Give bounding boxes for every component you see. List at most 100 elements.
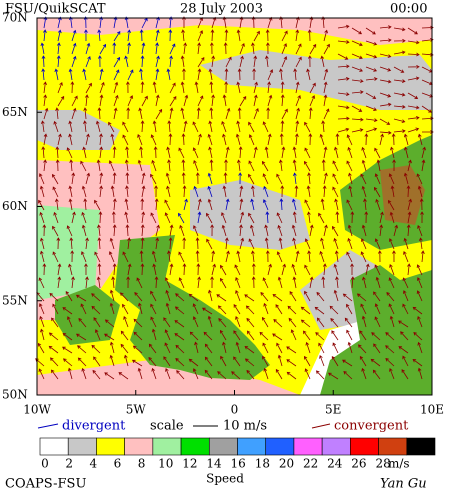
- wind-arrow: [253, 30, 260, 42]
- wind-arrow: [236, 81, 241, 94]
- wind-arrow: [239, 198, 244, 211]
- wind-arrow: [97, 107, 102, 120]
- wind-arrow: [97, 29, 102, 42]
- wind-arrow: [343, 370, 353, 380]
- wind-arrow: [374, 264, 381, 276]
- wind-arrow: [238, 172, 243, 185]
- wind-arrow: [303, 330, 311, 341]
- wind-arrow: [210, 224, 214, 237]
- wind-arrow: [361, 224, 367, 237]
- wind-arrow: [193, 185, 199, 198]
- wind-arrow: [169, 224, 174, 237]
- wind-arrow: [93, 356, 101, 367]
- wind-arrow: [133, 318, 143, 328]
- wind-arrow: [151, 367, 157, 380]
- wind-arrow: [323, 172, 328, 185]
- wind-arrow: [235, 133, 241, 146]
- wind-arrow: [68, 198, 73, 211]
- wind-arrow: [393, 118, 406, 124]
- wind-arrow: [225, 198, 230, 211]
- wind-arrow: [42, 224, 47, 237]
- wind-arrow: [207, 198, 213, 211]
- colorbar-label: 16: [231, 457, 246, 471]
- wind-arrow: [94, 199, 101, 211]
- wind-arrow: [295, 56, 302, 68]
- wind-arrow: [295, 43, 302, 55]
- wind-arrow: [180, 55, 185, 68]
- wind-arrow: [207, 185, 213, 198]
- wind-arrow: [224, 159, 228, 172]
- colorbar-swatch: [237, 437, 267, 456]
- wind-arrow: [334, 250, 339, 263]
- wind-arrow: [393, 38, 406, 43]
- wind-arrow: [359, 355, 367, 367]
- wind-arrow: [97, 237, 102, 250]
- wind-arrow: [127, 263, 132, 276]
- wind-arrow: [192, 147, 199, 159]
- wind-arrow: [304, 199, 311, 211]
- wind-arrow: [401, 369, 409, 380]
- wind-arrow: [84, 263, 88, 276]
- wind-arrow: [372, 369, 381, 380]
- wind-arrow: [77, 357, 87, 367]
- wind-arrow: [209, 159, 214, 172]
- wind-arrow: [77, 345, 87, 354]
- wind-arrow: [113, 56, 121, 68]
- wind-arrow: [57, 29, 62, 42]
- wind-arrow: [178, 212, 185, 224]
- wind-arrow: [91, 305, 101, 315]
- speed-region: [37, 360, 300, 395]
- wind-arrow: [316, 317, 325, 328]
- wind-arrow: [292, 276, 297, 289]
- wind-arrow: [181, 29, 185, 42]
- wind-arrow: [169, 55, 173, 68]
- wind-arrow: [169, 96, 177, 107]
- wind-arrow: [62, 346, 73, 354]
- wind-arrow: [150, 212, 157, 224]
- wind-arrow: [52, 251, 59, 263]
- wind-arrow: [365, 53, 378, 59]
- wind-arrow: [286, 346, 297, 354]
- lat-label: 70N: [2, 11, 28, 25]
- wind-arrow: [280, 185, 285, 198]
- wind-arrow: [314, 306, 325, 315]
- colorbar-swatch: [180, 437, 210, 456]
- colorbar-swatch: [350, 437, 379, 456]
- wind-arrow: [337, 24, 350, 29]
- wind-arrow: [337, 92, 350, 97]
- wind-arrow: [81, 367, 87, 380]
- wind-arrow: [182, 68, 186, 81]
- wind-arrow: [192, 303, 199, 315]
- wind-arrow: [337, 105, 350, 110]
- wind-arrow: [166, 146, 171, 159]
- wind-arrow: [265, 250, 270, 263]
- wind-arrow: [235, 316, 241, 328]
- wind-arrow: [421, 116, 434, 121]
- wind-arrow: [316, 291, 325, 302]
- wind-arrow: [360, 238, 367, 250]
- wind-arrow: [224, 68, 229, 81]
- wind-arrow: [154, 185, 158, 198]
- wind-arrow: [216, 294, 227, 302]
- wind-arrow: [183, 42, 188, 55]
- wind-arrow: [267, 81, 271, 94]
- wind-arrow: [137, 367, 143, 380]
- wind-arrow: [421, 130, 434, 134]
- wind-arrow: [39, 250, 45, 263]
- wind-arrow: [321, 276, 326, 289]
- lat-label: 50N: [2, 388, 28, 402]
- wind-arrow: [286, 359, 297, 367]
- colorbar-label: 26: [351, 457, 366, 471]
- wind-arrow: [295, 81, 300, 94]
- colorbar-swatch: [208, 437, 238, 456]
- wind-arrow: [124, 211, 129, 224]
- wind-arrow: [250, 185, 255, 198]
- wind-arrow: [150, 303, 157, 315]
- wind-arrow: [277, 276, 283, 289]
- wind-arrow: [322, 263, 327, 276]
- wind-arrow: [179, 224, 185, 237]
- wind-arrow: [150, 290, 157, 302]
- wind-arrow: [246, 369, 255, 380]
- wind-arrow: [139, 68, 143, 81]
- wind-arrow: [166, 185, 171, 198]
